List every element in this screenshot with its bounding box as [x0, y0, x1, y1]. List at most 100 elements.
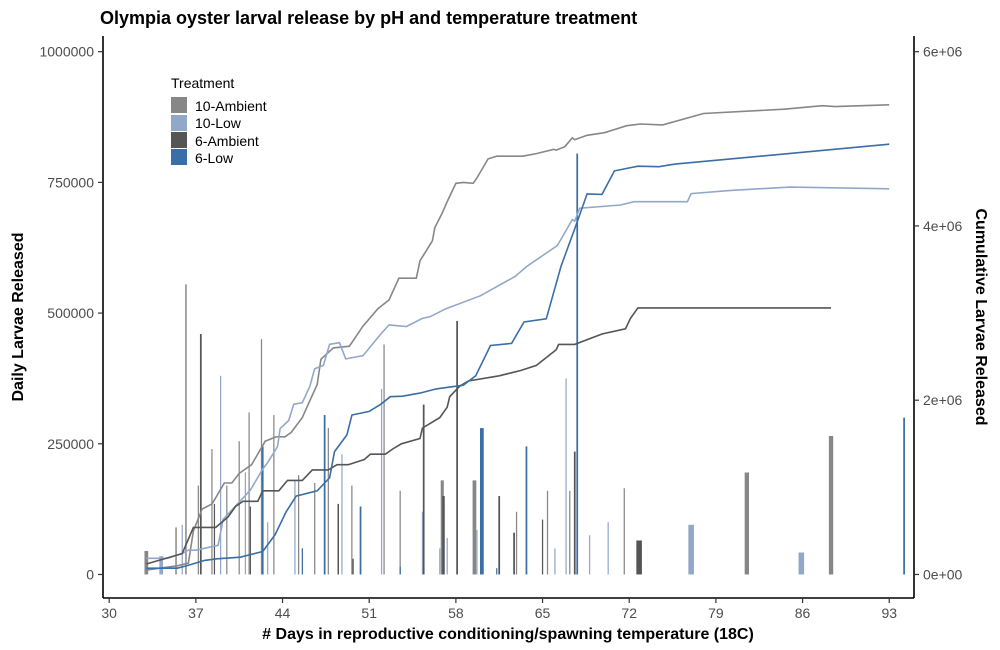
bar-6-ambient: [199, 333, 202, 575]
cumulative-line-6-ambient: [146, 307, 831, 565]
cumulative-lines-layer: [146, 104, 890, 571]
legend-swatch-6-ambient: [171, 132, 187, 148]
bar-10-ambient: [211, 449, 213, 575]
x-tick-label: 72: [621, 605, 637, 621]
y2-tick-label: 4e+06: [923, 218, 963, 234]
chart-title: Olympia oyster larval release by pH and …: [100, 8, 637, 28]
bar-10-ambient: [175, 527, 177, 575]
legend-swatch-6-low: [171, 149, 187, 165]
bar-6-low: [903, 417, 905, 575]
bar-10-ambient: [144, 550, 149, 575]
y-axis-left-ticks: 0 250000 500000 750000 1000000: [39, 44, 103, 582]
bar-10-low: [341, 454, 343, 575]
cumulative-line-6-low: [146, 143, 890, 569]
x-tick-label: 86: [795, 605, 811, 621]
x-axis-ticks: 30 37 44 51 58 65 72 79 86 93: [101, 598, 897, 621]
bar-10-ambient: [327, 428, 329, 575]
bar-6-ambient: [456, 320, 458, 575]
bar-6-ambient: [249, 506, 251, 575]
y-axis-right-title: Cumulative Larvae Released: [972, 209, 989, 426]
y2-tick-label: 2e+06: [923, 392, 963, 408]
x-tick-label: 37: [188, 605, 204, 621]
bar-6-ambient: [442, 496, 445, 575]
bar-10-low: [439, 548, 441, 575]
bar-10-ambient: [399, 490, 401, 575]
y-axis-left-title: Daily Larvae Released: [10, 233, 27, 402]
y-tick-label: 0: [86, 566, 94, 582]
bar-10-low: [294, 480, 296, 575]
bar-6-low: [525, 446, 528, 575]
bar-10-low: [446, 537, 448, 575]
bar-6-low: [399, 566, 401, 575]
legend-label-10-low: 10-Low: [195, 115, 242, 131]
x-tick-label: 51: [361, 605, 377, 621]
bar-6-ambient: [541, 519, 544, 575]
x-tick-label: 30: [101, 605, 117, 621]
bar-10-ambient: [314, 482, 316, 575]
y-tick-label: 500000: [47, 305, 94, 321]
bar-10-ambient: [569, 490, 571, 575]
bar-6-low: [323, 415, 326, 575]
bar-10-low: [554, 548, 556, 575]
bar-10-ambient: [351, 485, 353, 575]
bar-6-ambient: [213, 503, 216, 575]
bar-6-low: [301, 548, 303, 575]
bar-6-ambient: [337, 503, 339, 575]
bar-10-low: [476, 530, 478, 575]
bar-10-ambient: [546, 490, 549, 575]
legend-swatch-10-low: [171, 115, 187, 131]
bar-10-ambient: [298, 475, 300, 575]
bar-10-ambient: [828, 435, 834, 575]
bar-10-ambient: [515, 511, 518, 575]
legend: Treatment 10-Ambient 10-Low 6-Ambient 6-…: [171, 75, 267, 166]
y2-tick-label: 6e+06: [923, 44, 963, 60]
bar-6-ambient: [498, 496, 501, 575]
bar-10-ambient: [248, 412, 250, 575]
y-axis-right-ticks: 0e+00 2e+06 4e+06 6e+06: [914, 44, 963, 582]
bar-6-ambient: [573, 451, 576, 575]
legend-label-6-low: 6-Low: [195, 150, 234, 166]
bar-6-low: [359, 506, 362, 575]
y-tick-label: 750000: [47, 174, 94, 190]
bar-10-ambient: [238, 441, 240, 575]
bar-10-low: [380, 388, 383, 575]
bar-6-low: [576, 153, 579, 575]
bar-10-ambient: [185, 284, 187, 575]
bar-10-ambient: [260, 339, 263, 575]
y-tick-label: 250000: [47, 436, 94, 452]
bar-10-ambient: [226, 485, 228, 575]
bar-10-low: [798, 552, 805, 575]
bar-10-ambient: [440, 480, 444, 575]
bar-10-ambient: [744, 472, 750, 575]
bar-6-ambient: [422, 404, 425, 575]
legend-title: Treatment: [171, 75, 234, 91]
bar-10-ambient: [472, 480, 477, 575]
bar-10-low: [588, 535, 591, 575]
bars-layer: [144, 153, 905, 575]
x-tick-label: 79: [708, 605, 724, 621]
bar-10-low: [181, 524, 183, 575]
bar-10-low: [244, 472, 247, 575]
bar-10-ambient: [273, 415, 275, 575]
bar-10-low: [421, 511, 424, 575]
bar-10-low: [607, 522, 609, 575]
x-axis-title: # Days in reproductive conditioning/spaw…: [262, 626, 754, 643]
bar-10-low: [220, 375, 222, 575]
x-tick-label: 65: [535, 605, 551, 621]
bar-6-ambient: [513, 532, 515, 575]
bar-6-ambient: [636, 540, 642, 575]
bar-6-low: [480, 428, 484, 575]
bar-10-low: [565, 378, 567, 575]
bar-10-ambient: [623, 488, 625, 575]
y-tick-label: 1000000: [39, 44, 94, 60]
x-tick-label: 44: [275, 605, 291, 621]
legend-label-10-ambient: 10-Ambient: [195, 98, 267, 114]
cumulative-line-10-ambient: [146, 104, 890, 571]
y2-tick-label: 0e+00: [923, 566, 963, 582]
bar-6-ambient: [352, 558, 354, 575]
x-tick-label: 93: [881, 605, 897, 621]
x-tick-label: 58: [448, 605, 464, 621]
bar-10-low: [688, 524, 694, 575]
bar-10-low: [267, 522, 269, 575]
